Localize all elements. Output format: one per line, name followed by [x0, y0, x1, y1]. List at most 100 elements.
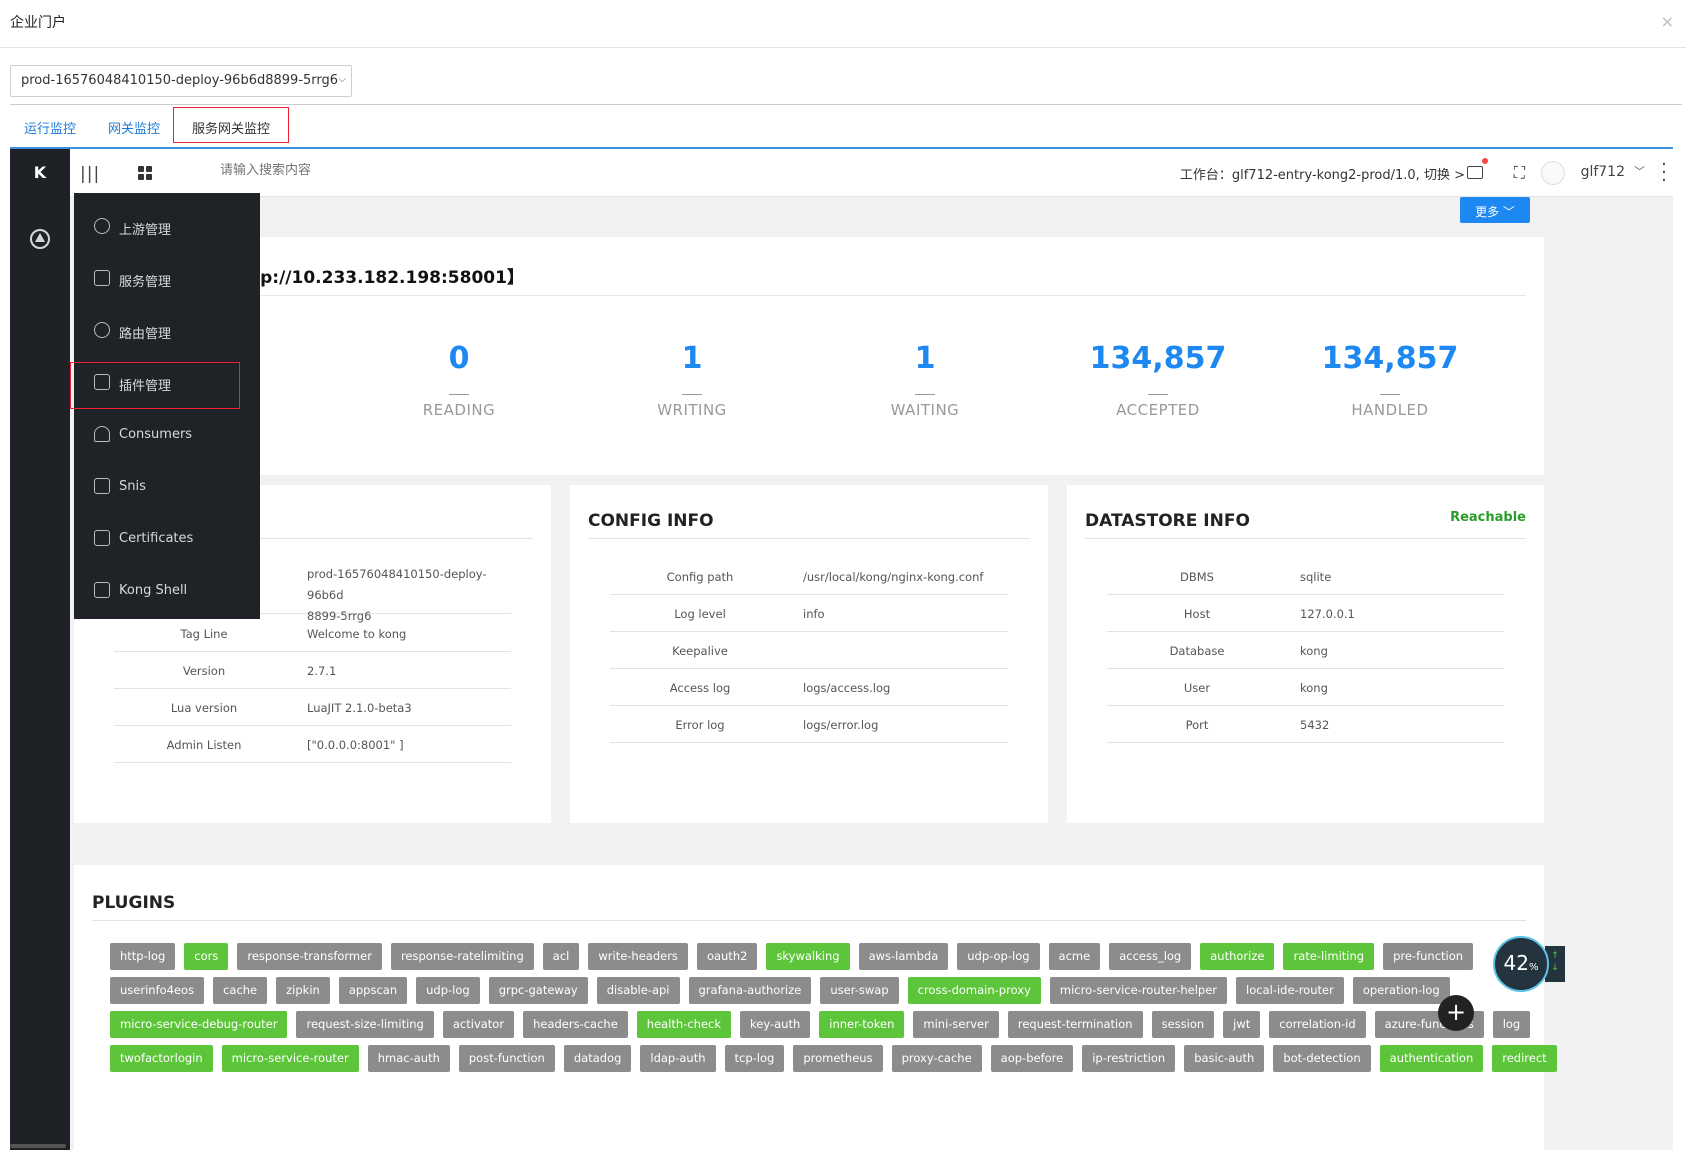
- plugin-tag[interactable]: request-termination: [1007, 1011, 1143, 1038]
- plugin-tag[interactable]: aws-lambda: [858, 943, 949, 970]
- plugin-tag[interactable]: authorize: [1200, 943, 1275, 970]
- workspace-switcher[interactable]: 工作台：glf712-entry-kong2-prod/1.0, 切换 >: [1180, 164, 1465, 183]
- plugin-tag[interactable]: user-swap: [820, 977, 899, 1004]
- divider: [1085, 538, 1526, 539]
- table-row: DBMS sqlite: [1107, 558, 1504, 595]
- plugin-tag[interactable]: acl: [542, 943, 580, 970]
- plugin-tag[interactable]: skywalking: [766, 943, 850, 970]
- kong-app: K ||| 工作台：glf712-entry-kong2-prod/1.0, 切…: [10, 147, 1673, 1150]
- menu-item-routes[interactable]: 路由管理: [74, 304, 260, 356]
- plugin-tag[interactable]: session: [1151, 1011, 1215, 1038]
- plugin-tag[interactable]: grpc-gateway: [488, 977, 588, 1004]
- plugin-tag[interactable]: tcp-log: [724, 1045, 785, 1072]
- table-row: Log level info: [610, 595, 1008, 632]
- menu-item-services[interactable]: 服务管理: [74, 252, 260, 304]
- plugin-tag[interactable]: oauth2: [696, 943, 758, 970]
- menu-item-upstream[interactable]: 上游管理: [74, 200, 260, 252]
- search-input[interactable]: [220, 163, 520, 178]
- plugin-tag[interactable]: appscan: [338, 977, 408, 1004]
- tab-runtime-monitor[interactable]: 运行监控: [24, 122, 77, 137]
- plugin-tag[interactable]: grafana-authorize: [688, 977, 812, 1004]
- plugin-tag[interactable]: headers-cache: [523, 1011, 628, 1038]
- sidebar-scrollbar[interactable]: [10, 1144, 66, 1148]
- plugin-tag[interactable]: post-function: [458, 1045, 555, 1072]
- row-value: 5432: [1300, 718, 1330, 732]
- plugin-tag[interactable]: inner-token: [819, 1011, 905, 1038]
- plugin-tag[interactable]: acme: [1048, 943, 1101, 970]
- menu-item-kong-shell[interactable]: Kong Shell: [74, 564, 260, 616]
- plugin-tag[interactable]: cors: [184, 943, 229, 970]
- menu-toggle-icon[interactable]: |||: [80, 164, 101, 184]
- plugin-tag[interactable]: response-ratelimiting: [390, 943, 534, 970]
- plugin-tag[interactable]: hmac-auth: [367, 1045, 450, 1072]
- plugin-tag[interactable]: rate-limiting: [1283, 943, 1375, 970]
- pod-select-value: prod-16576048410150-deploy-96b6d8899-5rr…: [21, 73, 339, 88]
- plugin-tag[interactable]: jwt: [1223, 1011, 1261, 1038]
- plugin-tag[interactable]: userinfo4eos: [110, 977, 205, 1004]
- plugin-tag[interactable]: activator: [442, 1011, 515, 1038]
- username[interactable]: glf712: [1580, 164, 1625, 180]
- plugin-tag[interactable]: redirect: [1492, 1045, 1557, 1072]
- plugin-tag[interactable]: request-size-limiting: [296, 1011, 434, 1038]
- plugin-tag[interactable]: key-auth: [740, 1011, 811, 1038]
- menu-item-plugins[interactable]: 插件管理: [74, 356, 260, 408]
- plugin-tag[interactable]: http-log: [110, 943, 176, 970]
- plugin-tag[interactable]: authentication: [1379, 1045, 1484, 1072]
- plugin-tag[interactable]: udp-log: [416, 977, 480, 1004]
- row-value: info: [803, 607, 825, 621]
- row-value: LuaJIT 2.1.0-beta3: [307, 701, 412, 715]
- app-logo[interactable]: K: [33, 163, 47, 182]
- plugin-tag[interactable]: ldap-auth: [640, 1045, 716, 1072]
- monitor-icon[interactable]: [1467, 158, 1488, 179]
- plugins-card: PLUGINS http-log cors response-transformer…: [74, 865, 1557, 1150]
- tab-service-gateway-monitor[interactable]: 服务网关监控: [173, 107, 290, 143]
- menu-item-consumers[interactable]: Consumers: [74, 408, 260, 460]
- menu-item-label: 插件管理: [119, 379, 172, 394]
- menu-item-certificates[interactable]: Certificates: [74, 512, 260, 564]
- fullscreen-icon[interactable]: ⛶: [1513, 163, 1525, 182]
- plugin-tag[interactable]: response-transformer: [237, 943, 382, 970]
- plugin-tag[interactable]: operation-log: [1352, 977, 1450, 1004]
- plugin-tag[interactable]: cache: [213, 977, 268, 1004]
- plugin-tag[interactable]: basic-auth: [1184, 1045, 1265, 1072]
- menu-item-snis[interactable]: Snis: [74, 460, 260, 512]
- plugin-tag[interactable]: disable-api: [596, 977, 680, 1004]
- plugin-tag[interactable]: correlation-id: [1269, 1011, 1366, 1038]
- plugin-tag[interactable]: zipkin: [276, 977, 330, 1004]
- plugin-tag[interactable]: micro-service-router-helper: [1049, 977, 1228, 1004]
- plugin-tag[interactable]: udp-op-log: [957, 943, 1040, 970]
- plugin-tag[interactable]: bot-detection: [1273, 1045, 1371, 1072]
- row-key: Access log: [669, 681, 731, 695]
- more-button[interactable]: 更多 ﹀: [1460, 197, 1530, 223]
- plugin-tag[interactable]: twofactorlogin: [110, 1045, 213, 1072]
- metric-value: 0: [448, 341, 470, 376]
- plugin-tag[interactable]: aop-before: [990, 1045, 1074, 1072]
- plugin-tag[interactable]: prometheus: [793, 1045, 883, 1072]
- plugin-tag[interactable]: log: [1492, 1011, 1531, 1038]
- card-title: DATASTORE INFO: [1085, 511, 1250, 531]
- tab-gateway-monitor[interactable]: 网关监控: [108, 122, 161, 137]
- plugin-tag[interactable]: health-check: [636, 1011, 732, 1038]
- plugin-tag[interactable]: write-headers: [588, 943, 688, 970]
- plugin-tag[interactable]: local-ide-router: [1236, 977, 1344, 1004]
- plugin-row: http-log cors response-transformer response…: [110, 943, 1520, 970]
- plugin-tag[interactable]: proxy-cache: [891, 1045, 982, 1072]
- plugin-tag[interactable]: ip-restriction: [1082, 1045, 1176, 1072]
- plugin-tag[interactable]: mini-server: [913, 1011, 999, 1038]
- plugin-tag[interactable]: cross-domain-proxy: [907, 977, 1041, 1004]
- plugin-tag[interactable]: access_log: [1109, 943, 1192, 970]
- grid-icon[interactable]: [138, 166, 152, 180]
- add-button[interactable]: +: [1438, 995, 1474, 1031]
- avatar[interactable]: [1541, 161, 1565, 185]
- chevron-down-icon[interactable]: ﹀: [1634, 165, 1645, 178]
- pod-select[interactable]: prod-16576048410150-deploy-96b6d8899-5rr…: [10, 65, 352, 97]
- plugin-tag[interactable]: micro-service-router: [221, 1045, 359, 1072]
- plugin-tag[interactable]: datadog: [563, 1045, 632, 1072]
- plugin-tag[interactable]: pre-function: [1383, 943, 1474, 970]
- performance-gauge[interactable]: 42%: [1493, 936, 1549, 992]
- close-icon[interactable]: ×: [1660, 12, 1674, 31]
- upstream-icon[interactable]: [30, 229, 50, 249]
- row-value: logs/access.log: [803, 681, 891, 695]
- plugin-tag[interactable]: micro-service-debug-router: [110, 1011, 288, 1038]
- more-vertical-icon[interactable]: · · ·: [1661, 154, 1667, 191]
